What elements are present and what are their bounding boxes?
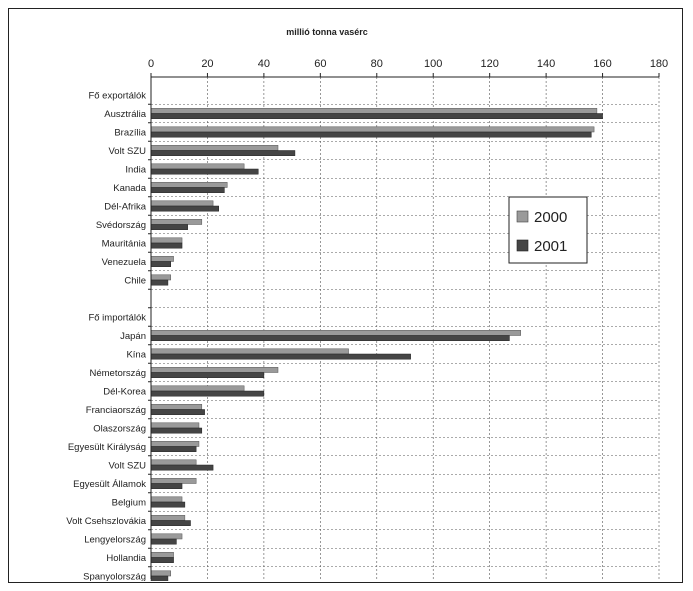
bar-2000 (150, 126, 595, 133)
legend-swatch-2001 (516, 239, 529, 252)
bar-2001 (150, 575, 169, 582)
x-tick-label: 80 (371, 58, 383, 70)
bar-2000 (150, 330, 521, 336)
category-label: Volt SZU (109, 146, 147, 157)
bar-2001 (150, 538, 177, 545)
bar-2001 (150, 242, 183, 249)
category-label: Lengyelország (84, 535, 146, 546)
category-label: Németország (90, 368, 147, 379)
grid-lines (151, 77, 660, 579)
bar-chart: millió tonna vasérc 0 20 40 60 80 100 120 140 16… (66, 27, 668, 591)
category-label: Dél-Afrika (104, 202, 146, 213)
category-label: Fő exportálók (88, 91, 146, 102)
category-label: Venezuela (102, 257, 147, 268)
category-label: Fő importálók (88, 313, 146, 324)
bar-2001 (150, 187, 225, 193)
category-label: Volt SZU (109, 461, 147, 472)
bar-2001 (150, 501, 186, 508)
bar-2001 (150, 224, 188, 230)
bar-2001 (150, 113, 603, 119)
legend-swatch-2000 (516, 210, 529, 223)
bar-2000 (150, 200, 214, 207)
chart-frame: millió tonna vasérc 0 20 40 60 80 100 120 140 16… (8, 8, 683, 591)
bar-2000 (150, 145, 279, 151)
x-tick-label: 120 (480, 58, 498, 70)
bar-2001 (150, 168, 259, 175)
x-tick-label: 140 (537, 58, 555, 70)
category-label: Olaszország (93, 424, 146, 435)
legend: 2000 2001 (508, 196, 588, 264)
bar-2001 (150, 353, 411, 360)
category-label: Mauritánia (102, 239, 147, 250)
bar-2001 (150, 446, 197, 452)
x-tick-label: 20 (201, 58, 213, 70)
category-label: Hollandia (106, 553, 146, 564)
bar-2001 (150, 205, 219, 212)
bar-2000 (150, 478, 197, 484)
bar-2000 (150, 404, 203, 410)
x-tick-label: 100 (424, 58, 442, 70)
bar-2001 (150, 483, 183, 489)
category-label: Svédország (96, 220, 146, 231)
bar-2001 (150, 261, 172, 267)
category-label: Kanada (113, 183, 146, 194)
category-labels: Fő exportálók Ausztrália Brazília Volt SZU I… (66, 91, 151, 591)
category-label: Brazília (114, 128, 146, 139)
x-tick-label: 180 (650, 58, 668, 70)
x-tick-label: 160 (593, 58, 611, 70)
bar-2000 (150, 274, 172, 281)
bar-2000 (150, 441, 200, 447)
bar-2001 (150, 150, 296, 156)
legend-box (508, 196, 588, 264)
category-label: Kína (126, 350, 146, 361)
category-label: Japán (120, 331, 146, 342)
category-label: Dél-Korea (103, 387, 146, 398)
bar-2001 (150, 520, 191, 526)
bar-2000 (150, 348, 349, 355)
bar-2001 (150, 390, 265, 397)
legend-label-2000: 2000 (534, 209, 567, 226)
category-label: Volt Csehszlovákia (66, 516, 146, 527)
category-label: Chile (124, 276, 146, 287)
bar-2000 (150, 385, 245, 392)
x-tick-label: 60 (314, 58, 326, 70)
bar-2000 (150, 533, 183, 540)
bar-2001 (150, 409, 205, 415)
bar-2001 (150, 372, 265, 378)
bar-2000 (150, 219, 203, 225)
bar-2000 (150, 237, 183, 244)
bar-2000 (150, 459, 197, 466)
category-label: Egyesült Államok (73, 479, 146, 490)
bar-2000 (150, 163, 245, 170)
bar-2000 (150, 256, 174, 262)
bar-2001 (150, 427, 203, 434)
category-label: Belgium (112, 498, 146, 509)
bars (150, 108, 603, 591)
bar-2000 (150, 422, 200, 429)
bar-2001 (150, 557, 174, 563)
bar-2001 (150, 464, 214, 471)
legend-label-2001: 2001 (534, 238, 567, 255)
bar-2000 (150, 367, 279, 373)
bar-2001 (150, 335, 510, 341)
bar-2000 (150, 182, 228, 188)
x-tick-label: 0 (148, 58, 154, 70)
chart-title: millió tonna vasérc (286, 27, 368, 37)
bar-2001 (150, 279, 169, 286)
category-label: India (125, 165, 146, 176)
bar-2000 (150, 515, 186, 521)
category-label: Franciaország (86, 405, 146, 416)
bar-2000 (150, 496, 183, 503)
bar-2001 (150, 131, 592, 138)
category-label: Ausztrália (104, 109, 146, 120)
bar-2000 (150, 570, 172, 577)
x-axis-ticks: 0 20 40 60 80 100 120 140 160 180 (148, 58, 668, 77)
bar-2000 (150, 108, 598, 114)
category-label: Spanyolország (83, 572, 146, 582)
category-label: Egyesült Királyság (68, 442, 146, 453)
bar-2000 (150, 552, 174, 558)
x-tick-label: 40 (258, 58, 270, 70)
